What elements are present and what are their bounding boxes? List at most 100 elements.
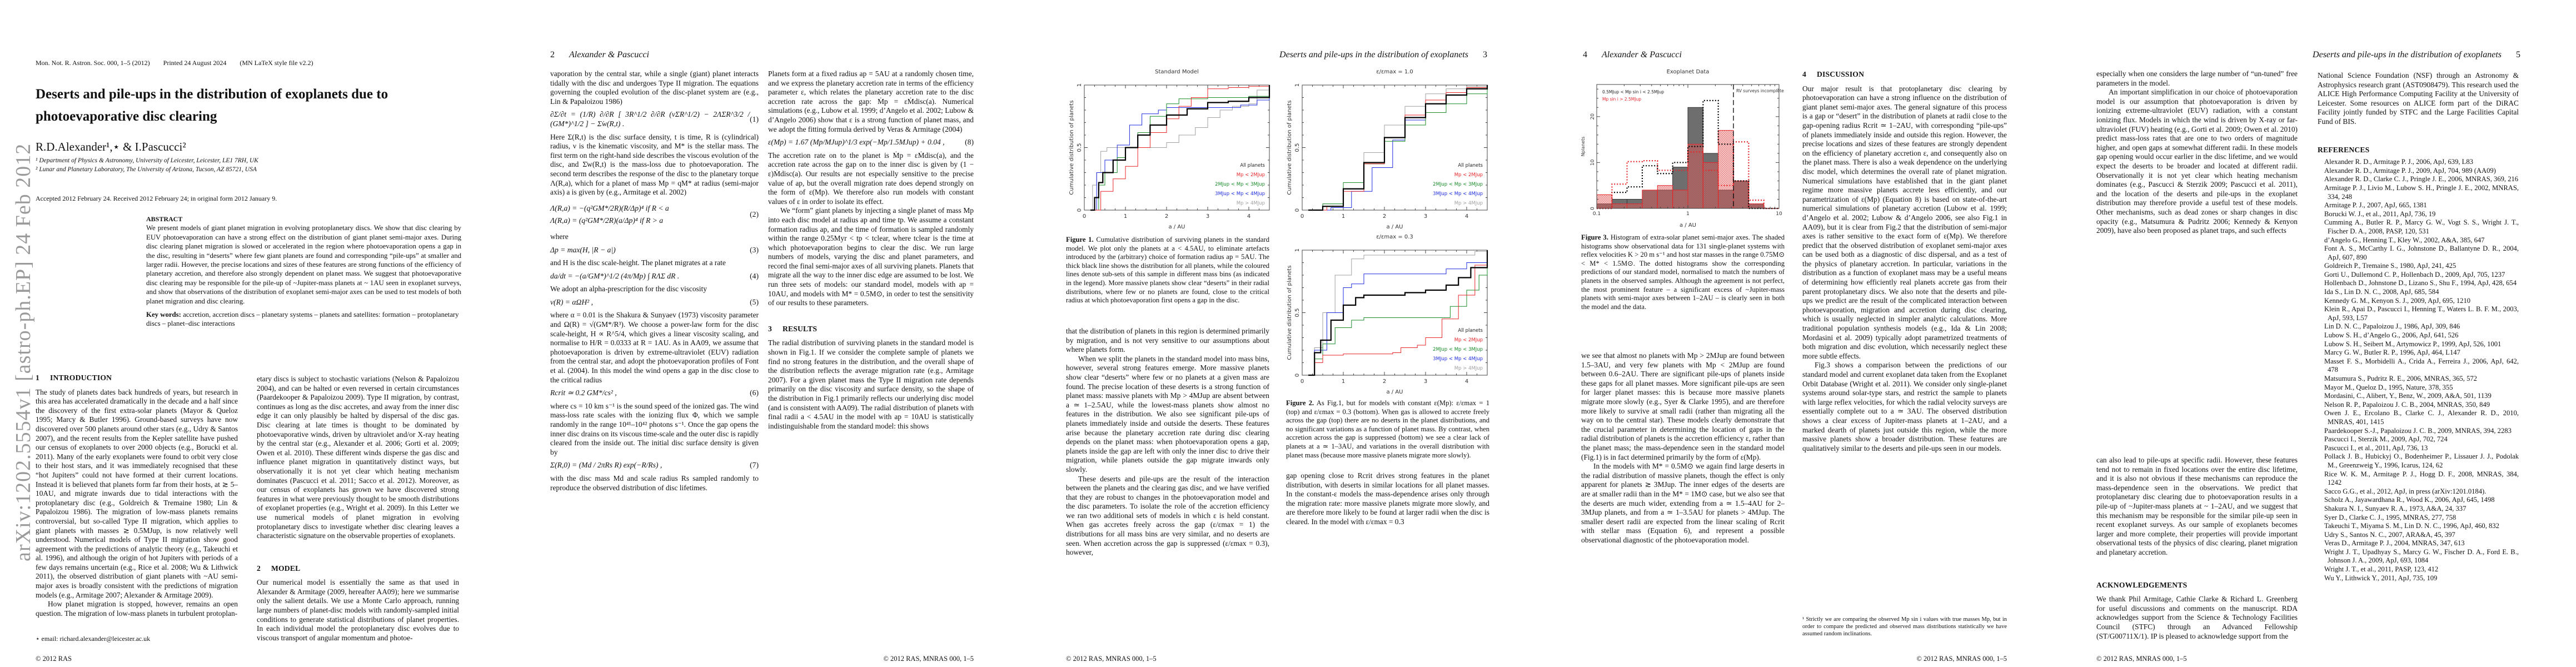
figure-2-caption: Figure 2. As Fig.1, but for models with … [1286, 399, 1489, 459]
results-column: that the distribution of planets in this… [1066, 327, 1269, 649]
equation-3: Δp = max(H, |R − a|) (3) [550, 245, 759, 254]
reference-item: Udry S., Santos N. C., 2007, ARA&A, 45, … [2324, 530, 2455, 539]
paragraph: etary discs is subject to stochastic var… [257, 375, 459, 540]
paragraph: When we split the planets in the standar… [1066, 354, 1269, 474]
legend-entry: 3MJup < Mp < 4MJup [1433, 356, 1483, 362]
paragraph: where cs = 10 km s⁻¹ is the sound speed … [550, 401, 759, 456]
paragraph: that the distribution of planets in this… [1066, 327, 1269, 354]
reference-item: Scholz A., Jayawardhana R., Wood K., 200… [2324, 496, 2495, 504]
affiliation-1: ¹ Department of Physics & Astronomy, Uni… [36, 157, 258, 164]
reference-item: Wright J. T., et al., 2011, PASP, 123, 4… [2324, 565, 2439, 574]
paragraph: We thank Phil Armitage, Cathie Clarke & … [2096, 595, 2298, 640]
reference-item: Gorti U., Dullemond C. P., Hollenbach D.… [2324, 270, 2505, 278]
running-head: 4 Alexander & Pascucci [1583, 50, 1682, 59]
equation-8: ε(Mp) = 1.67 (Mp/MJup)^1/3 exp(−Mp/1.5MJ… [768, 138, 974, 147]
paragraph: The study of planets dates back hundreds… [36, 387, 238, 599]
series-line-0 [1090, 85, 1270, 211]
reference-item: Matsumura S., Pudritz R. E., 2006, MNRAS… [2324, 375, 2477, 382]
reference-item: Wu Y., Lithwick Y., 2011, ApJ, 735, 109 [2324, 574, 2438, 582]
x-tick-label: 2 [1383, 213, 1386, 220]
reference-item: Hollenbach D., Johnstone D., Lizano S., … [2324, 279, 2517, 287]
histogram-bar-1 [1642, 190, 1658, 209]
page-number: 4 [1583, 50, 1587, 59]
paragraph: vaporation by the central star, while a … [550, 69, 759, 106]
paragraph: Our major result is that protoplanetary … [1802, 84, 2007, 360]
reference-item: Masset F. S., Morbidelli A., Crida A., F… [2324, 357, 2519, 374]
running-head: Deserts and pile-ups in the distribution… [1279, 50, 1487, 59]
legend-entry: All planets [1240, 163, 1265, 168]
paragraph: gap opening close to Rcrit drives strong… [1286, 471, 1489, 526]
chart-title: ε/εmax = 1.0 [1376, 69, 1413, 75]
reference-item: Armitage P. J., Livio M., Lubow S. H., P… [2324, 183, 2519, 201]
paragraph: Planets form at a fixed radius ap = 5AU … [768, 69, 974, 133]
equation-2: Λ(R,a) = −(q²GM*/2R)(R/Δp)⁴ if R < a Λ(R,… [550, 203, 759, 225]
paragraph: National Science Foundation (NSF) throug… [2318, 71, 2519, 126]
section-heading-results: 3 RESULTS [768, 324, 818, 333]
figure-1-standard-model-chart: Standard Model a / AU Cumulative distribut… [1069, 69, 1270, 230]
y-tick-label: 20 [1590, 113, 1596, 120]
reference-item: Pascucci I., Sterzik M., 2009, ApJ, 702,… [2324, 435, 2448, 444]
reference-item: Owen J. E., Ercolano B., Clarke C. J., A… [2324, 409, 2519, 426]
legend-entry: Mp > 4MJup [1237, 201, 1265, 206]
section-heading-references: REFERENCES [2318, 145, 2370, 154]
reference-item: Paardekooper S.-J., Papaloizou J. C. B.,… [2324, 426, 2512, 435]
reference-item: Ida S., Lin D. N. C., 2008, ApJ, 685, 58… [2324, 288, 2439, 296]
intro-column: 1 INTRODUCTION The study of planets dates… [36, 374, 238, 618]
y-tick-label: 0 [1294, 208, 1301, 212]
legend-entry: Mp < 2MJup [1454, 337, 1483, 343]
reference-item: Alexander R. D., Armitage P. J., 2009, A… [2324, 166, 2496, 175]
y-axis-label: Nplanets [1581, 137, 1586, 156]
paragraph: we see that almost no planets with Mp > … [1581, 351, 1785, 461]
reference-item: Rice W. K. M., Armitage P. J., Hogg D. F… [2324, 470, 2519, 487]
results-column-2: gap opening close to Rcrit drives strong… [1286, 471, 1489, 649]
footnote: ¹ Strictly we are comparing the observed… [1802, 616, 2007, 637]
reference-item: Mayor M., Queloz D., 1995, Nature, 378, … [2324, 383, 2453, 391]
legend-entry: 2MJup < Mp < 3MJup [1433, 182, 1483, 187]
y-tick-label: 10 [1590, 159, 1596, 166]
x-tick-label: 4 [1247, 213, 1250, 220]
histogram-bar-1 [1733, 180, 1749, 209]
keywords: Key words: accretion, accretion discs – … [146, 310, 461, 328]
legend-entry: Mp > 4MJup [1454, 201, 1483, 206]
reference-item: Lubow S. H., d’Angelo G., 2006, ApJ, 641… [2324, 331, 2459, 340]
reference-item: Font A. S., McCarthy I. G., Johnstone D.… [2324, 245, 2519, 261]
equation-1: ∂Σ/∂t = (1/R) ∂/∂R [ 3R^1/2 ∂/∂R (νΣR^1/… [550, 110, 759, 128]
journal-header: Mon. Not. R. Astron. Soc. 000, 1–5 (2012… [36, 59, 313, 67]
reference-item: Klein R., Apai D., Pascucci I., Henning … [2324, 305, 2519, 322]
legend-entry: Mp sin i > 2.5MJup [1602, 97, 1641, 102]
reference-item: Syer D., Clarke C. J., 1995, MNRAS, 277,… [2324, 513, 2457, 521]
model-column-2: Planets form at a fixed radius ap = 5AU … [768, 69, 974, 648]
x-tick-label: 3 [1206, 213, 1209, 220]
paragraph: We adopt an alpha-prescription for the d… [550, 285, 707, 293]
x-tick-label: 2 [1165, 213, 1168, 220]
reference-item: Veras D., Armitage P. J., 2004, MNRAS, 3… [2324, 539, 2465, 547]
paragraph: Here Σ(R,t) is the disc surface density,… [550, 132, 759, 197]
legend-entry: All planets [1458, 163, 1483, 168]
dates: Accepted 2012 February 24. Received 2012… [36, 195, 277, 202]
x-tick-label: 0.1 [1593, 211, 1601, 217]
affiliations: ¹ Department of Physics & Astronomy, Uni… [36, 156, 258, 174]
page-number: 3 [1483, 50, 1487, 59]
keywords-label: Key words: [146, 311, 181, 319]
paragraph: These deserts and pile-ups are the resul… [1066, 474, 1269, 557]
x-tick-label: 2 [1383, 379, 1386, 385]
x-tick-label: 3 [1424, 379, 1427, 385]
reference-item: Lubow S. H., Seibert M., Artymowicz P., … [2324, 340, 2502, 348]
x-axis-label: a / AU [1386, 224, 1403, 230]
series-line-3 [1308, 250, 1488, 376]
paper-title: Deserts and pile-ups in the distribution… [36, 87, 388, 124]
paragraph: with the disc mass Md and scale radius R… [550, 474, 759, 492]
conclusion-and-acknowledgements: can also lead to pile-ups at specific ra… [2096, 456, 2298, 641]
y-tick-label: 1 [1294, 83, 1301, 87]
histogram-model-line-2 [1597, 99, 1779, 210]
page-number: 5 [2516, 50, 2520, 59]
legend-entry: 3MJup < Mp < 4MJup [1433, 191, 1483, 197]
paragraph: especially when one considers the large … [2096, 69, 2298, 87]
histogram-bar-1 [1702, 162, 1719, 209]
y-tick-label: 0.5 [1294, 143, 1301, 152]
series-line-0 [1308, 85, 1488, 211]
paragraph: In the models with M* = 0.5M⊙ we again f… [1581, 462, 1785, 544]
histogram-bar-1 [1672, 190, 1688, 209]
paragraph: where α = 0.01 is the Shakura & Sunyaev … [550, 311, 759, 384]
chart-title: ε/εmax = 0.3 [1376, 234, 1413, 240]
